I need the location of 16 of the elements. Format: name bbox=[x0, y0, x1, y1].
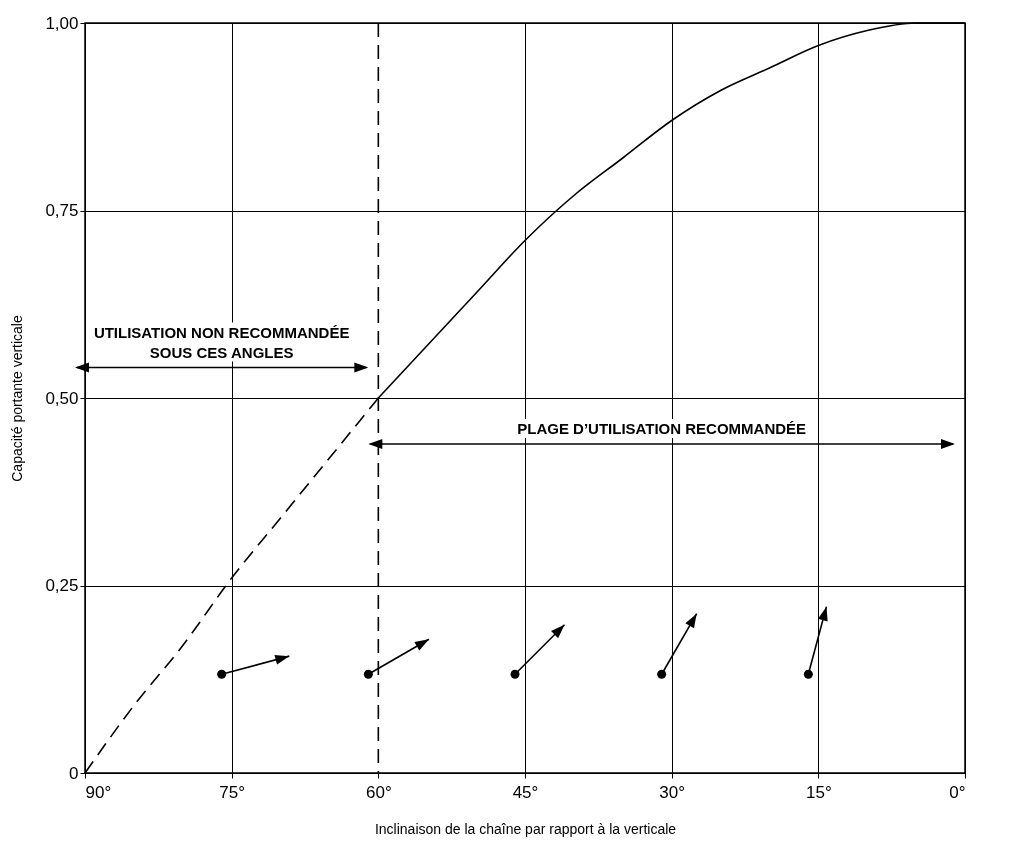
y-tick-label: 0 bbox=[69, 763, 79, 783]
x-tick-label: 15° bbox=[805, 782, 832, 802]
y-axis-title: Capacité portante verticale bbox=[9, 315, 26, 482]
x-tick-label: 0° bbox=[949, 782, 966, 802]
y-tick-label: 0,50 bbox=[45, 388, 79, 408]
y-tick-label: 0,25 bbox=[45, 576, 79, 595]
x-tick-label: 75° bbox=[219, 782, 246, 802]
x-tick-label: 45° bbox=[512, 782, 539, 802]
x-tick-label: 30° bbox=[659, 782, 686, 802]
y-tick-label: 0,75 bbox=[45, 201, 79, 220]
x-tick-label: 90° bbox=[85, 782, 112, 802]
x-tick-label: 60° bbox=[365, 782, 392, 802]
annotation: UTILISATION NON RECOMMANDÉE SOUS CES ANGLES bbox=[93, 323, 350, 361]
y-tick-label: 1,00 bbox=[45, 13, 79, 33]
annotation: PLAGE D’UTILISATION RECOMMANDÉE bbox=[517, 420, 807, 437]
x-axis-title: Inclinaison de la chaîne par rapport à la verticale bbox=[374, 820, 677, 837]
